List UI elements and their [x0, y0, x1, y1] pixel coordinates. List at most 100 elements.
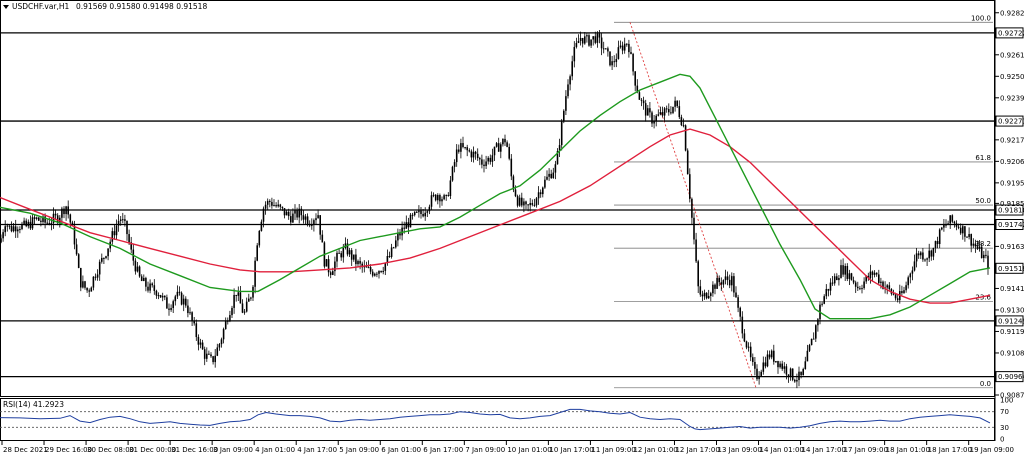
candle-body — [403, 227, 405, 229]
candle-body — [510, 158, 513, 177]
candle-body — [224, 320, 227, 330]
candle-body — [386, 255, 389, 263]
candle-body — [304, 216, 307, 220]
candle-body — [302, 215, 305, 220]
candle-body — [117, 220, 120, 226]
candle-body — [722, 280, 725, 285]
candle-body — [936, 241, 939, 245]
candle-body — [33, 217, 36, 219]
candle-body — [796, 380, 798, 382]
candle-body — [657, 114, 660, 116]
candle-body — [953, 221, 956, 224]
candle-body — [611, 61, 613, 66]
candle-body — [61, 208, 63, 218]
candle-body — [691, 198, 693, 218]
candle-body — [29, 221, 32, 229]
candle-body — [957, 226, 960, 228]
candle-body — [504, 138, 506, 143]
candle-body — [649, 108, 651, 113]
candle-body — [290, 216, 292, 223]
candle-body — [770, 350, 773, 358]
candle-body — [924, 259, 926, 261]
candle-body — [926, 258, 928, 260]
candle-body — [378, 270, 380, 274]
candle-body — [229, 315, 231, 322]
candle-body — [193, 321, 195, 324]
candle-body — [56, 215, 59, 223]
candle-body — [724, 276, 727, 281]
candle-body — [474, 151, 477, 154]
candle-body — [243, 311, 246, 313]
dropdown-triangle-icon[interactable] — [3, 5, 9, 9]
candle-body — [292, 213, 294, 223]
candle-body — [962, 226, 964, 234]
candle-body — [821, 303, 823, 305]
candle-body — [178, 291, 181, 293]
candle-body — [277, 204, 279, 207]
level-price-box — [995, 27, 1024, 39]
candle-body — [27, 221, 30, 227]
candle-body — [882, 281, 884, 289]
candle-body — [201, 342, 204, 350]
candle-body — [710, 293, 712, 296]
candle-body — [840, 265, 842, 278]
candle-body — [588, 35, 590, 46]
candle-body — [567, 84, 569, 97]
candle-body — [4, 226, 6, 233]
candle-body — [785, 366, 788, 375]
candle-body — [44, 216, 46, 223]
candle-body — [680, 117, 683, 126]
candle-body — [581, 37, 584, 44]
candle-body — [985, 254, 987, 256]
candle-body — [73, 225, 76, 245]
candle-body — [728, 279, 731, 286]
candle-body — [464, 147, 466, 149]
candle-body — [514, 189, 517, 197]
candle-body — [762, 362, 765, 372]
level-price-label: 0.91742 — [998, 221, 1024, 229]
candle-body — [836, 276, 838, 281]
candle-body — [623, 43, 626, 51]
candle-body — [388, 255, 391, 257]
candle-body — [535, 198, 538, 206]
candle-body — [84, 281, 86, 288]
rsi-tick-label: 100 — [1000, 397, 1013, 405]
price-tick-label: 0.90870 — [1000, 392, 1024, 400]
candle-body — [254, 260, 256, 287]
candle-body — [149, 283, 151, 291]
candle-body — [907, 277, 909, 286]
candle-body — [523, 201, 525, 206]
candle-body — [407, 222, 410, 228]
candle-body — [731, 276, 733, 286]
candle-body — [376, 273, 378, 275]
candle-body — [497, 143, 500, 152]
candle-body — [920, 252, 922, 256]
current-price-box — [995, 262, 1024, 274]
candle-body — [258, 230, 261, 246]
candle-body — [577, 40, 580, 43]
candle-body — [273, 205, 275, 207]
candle-body — [472, 151, 475, 158]
candle-body — [336, 252, 338, 262]
candle-body — [283, 208, 286, 216]
candle-body — [539, 192, 542, 195]
candle-body — [575, 42, 578, 47]
candle-body — [239, 292, 242, 304]
time-tick-label: 11 Jan 09:00 — [591, 446, 635, 454]
candle-body — [863, 281, 865, 289]
candle-body — [825, 288, 828, 297]
candle-body — [737, 297, 739, 308]
candle-body — [573, 46, 576, 62]
candle-body — [880, 281, 882, 283]
candle-body — [134, 260, 137, 272]
candle-body — [760, 371, 762, 376]
candle-body — [329, 272, 332, 275]
candle-body — [930, 250, 933, 257]
candle-body — [390, 247, 393, 257]
candle-body — [382, 270, 384, 273]
candle-body — [31, 217, 34, 229]
candle-body — [943, 224, 945, 228]
candle-body — [176, 291, 179, 297]
candle-body — [678, 106, 681, 118]
